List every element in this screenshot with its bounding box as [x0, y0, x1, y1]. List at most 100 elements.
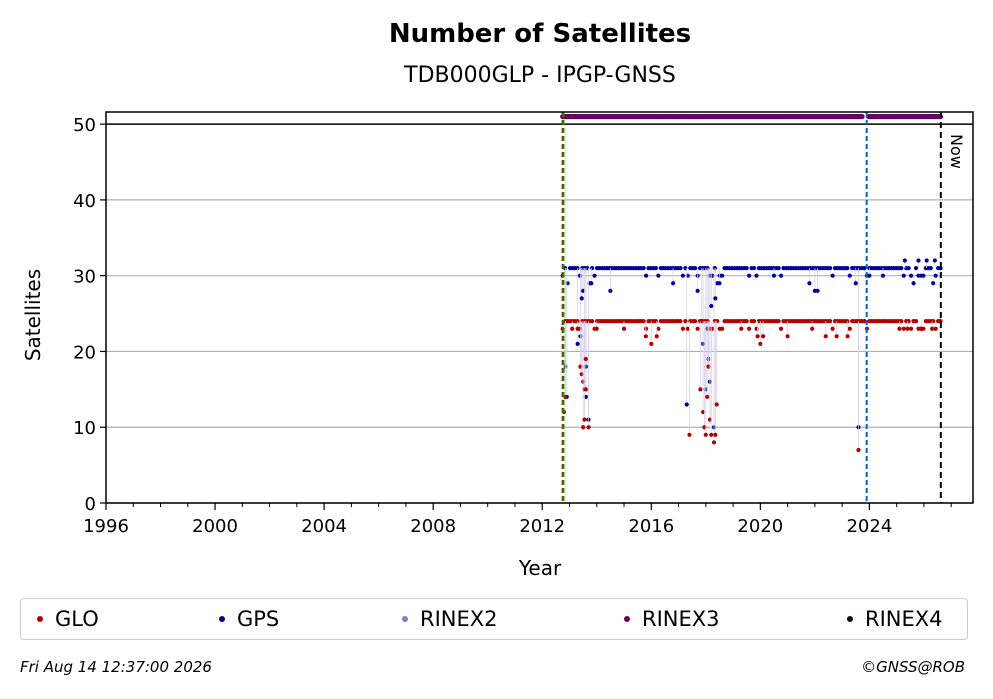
glo-point	[594, 326, 599, 331]
glo-point	[705, 394, 710, 400]
glo-point	[687, 432, 692, 437]
legend-label-glo: GLO	[55, 607, 99, 631]
glo-point	[847, 326, 852, 331]
glo-point	[590, 319, 595, 324]
glo-point	[709, 432, 714, 437]
gps-point	[916, 258, 921, 263]
gps-point	[933, 273, 938, 278]
glo-point	[828, 319, 833, 324]
gps-point	[653, 265, 659, 271]
gps-point	[845, 265, 850, 271]
gps-point	[913, 265, 919, 271]
glo-point	[776, 319, 781, 324]
gps-point	[776, 265, 781, 271]
glo-point	[586, 425, 591, 430]
x-tick-label: 2016	[628, 516, 674, 537]
gps-point	[592, 273, 597, 278]
glo-point	[830, 326, 835, 331]
y-tick-label: 50	[73, 115, 96, 136]
gps-point	[754, 273, 759, 278]
legend: GLO GPS RINEX2 RINEX3 RINEX4	[20, 598, 968, 640]
glo-point	[785, 334, 790, 339]
axes: 0 10 20 30 40 50 1996 2000 2004 2008 2012 2016 2020 2…	[73, 115, 952, 537]
glo-point	[575, 326, 580, 331]
legend-item-rinex4: RINEX4	[847, 599, 943, 639]
gps-point	[579, 296, 584, 301]
gps-point	[680, 273, 686, 278]
glo-point	[583, 356, 588, 362]
gps-point	[901, 273, 906, 278]
glo-point	[713, 432, 718, 437]
gps-point	[565, 281, 570, 286]
plot-frame	[105, 111, 974, 504]
glo-point	[744, 319, 749, 324]
gps-point	[577, 273, 582, 278]
glo-point	[720, 326, 725, 331]
gps-point	[828, 265, 833, 271]
gps-point	[931, 281, 936, 286]
gps-point	[751, 265, 757, 271]
glo-point	[703, 432, 708, 437]
gps-point	[693, 265, 698, 271]
glo-point	[751, 319, 757, 324]
gps-point	[847, 273, 852, 278]
glo-point	[695, 326, 700, 331]
glo-point	[583, 387, 588, 392]
x-tick-label: 2008	[410, 516, 456, 537]
y-tick-label: 40	[73, 191, 96, 212]
legend-label-rinex4: RINEX4	[865, 607, 943, 631]
glo-point	[649, 341, 654, 346]
y-axis-label: Satellites	[21, 269, 45, 361]
legend-item-rinex2: RINEX2	[402, 599, 498, 639]
legend-label-rinex2: RINEX2	[420, 607, 498, 631]
gps-point	[906, 265, 911, 271]
gps-point	[589, 281, 594, 286]
legend-label-gps: GPS	[237, 607, 280, 631]
x-tick-label: 2012	[519, 516, 565, 537]
y-tick-label: 0	[85, 494, 96, 515]
rinex3-point	[859, 113, 865, 120]
vertical-markers	[561, 112, 942, 503]
glo-point	[680, 326, 686, 331]
glo-point	[570, 326, 575, 331]
legend-item-gps: GPS	[219, 599, 279, 639]
glo-point	[641, 319, 646, 324]
glo-point	[897, 326, 902, 331]
footer-copyright: ©GNSS@ROB	[861, 658, 965, 676]
gps-point	[656, 273, 661, 278]
gps-point	[924, 258, 929, 263]
glo-point	[739, 326, 744, 331]
gps-point	[641, 265, 646, 271]
gps-point	[911, 281, 916, 286]
glo-point	[899, 319, 904, 324]
data-points	[560, 113, 944, 453]
glo-point	[685, 326, 690, 331]
glo-point	[930, 326, 935, 331]
gps-point	[684, 402, 689, 407]
glo-point	[823, 334, 828, 339]
chart-subtitle: TDB000GLP - IPGP-GNSS	[403, 63, 676, 88]
y-tick-label: 20	[73, 342, 96, 363]
x-tick-label: 2020	[737, 516, 783, 537]
glo-point	[693, 319, 698, 324]
legend-marker-rinex3	[624, 616, 630, 622]
glo-point	[862, 319, 867, 324]
gps-point	[720, 273, 725, 278]
legend-marker-rinex2	[402, 616, 408, 622]
gps-point	[771, 273, 777, 278]
glo-point	[810, 326, 815, 331]
glo-point	[933, 326, 938, 331]
glo-point	[760, 334, 766, 339]
gps-point	[670, 281, 676, 286]
gps-point	[862, 265, 867, 271]
gps-point	[928, 265, 933, 271]
glo-point	[856, 447, 861, 453]
gps-point	[709, 303, 714, 309]
glo-point	[621, 326, 627, 331]
glo-point	[678, 319, 683, 324]
legend-marker-glo	[37, 616, 43, 622]
gps-point	[717, 281, 722, 286]
y-tick-label: 30	[73, 267, 96, 288]
gps-point	[744, 265, 749, 271]
